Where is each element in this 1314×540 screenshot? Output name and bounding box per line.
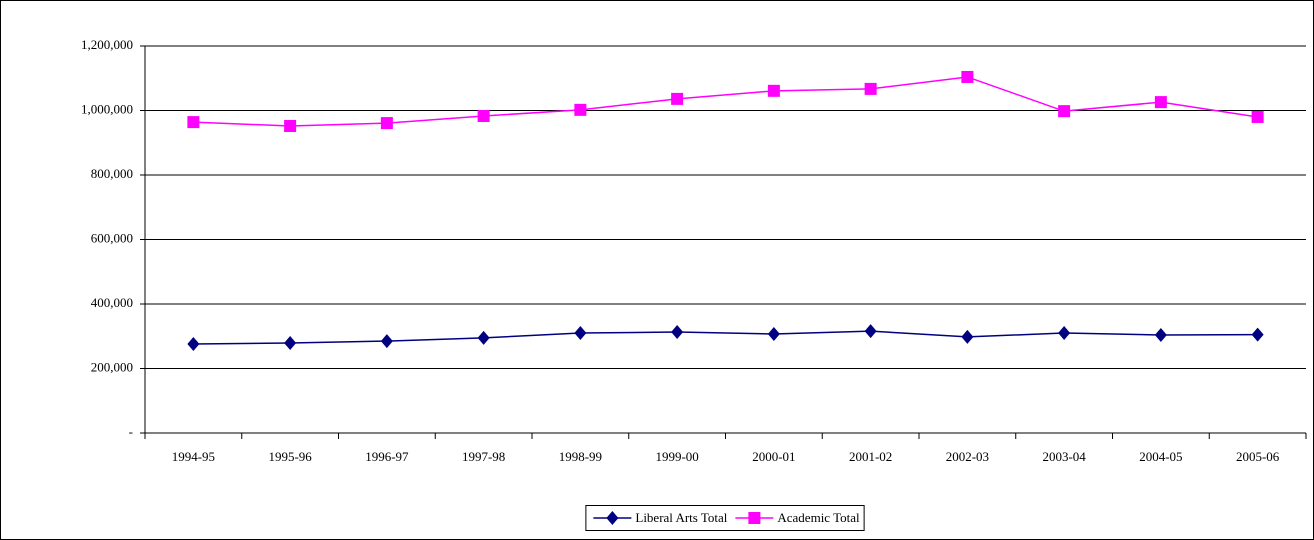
- x-tick-label: 2001-02: [849, 449, 892, 464]
- y-tick-label: 1,000,000: [81, 101, 133, 116]
- data-point: [1154, 327, 1167, 342]
- data-point: [864, 82, 877, 95]
- data-point: [767, 84, 780, 97]
- x-tick-label: 2005-06: [1236, 449, 1280, 464]
- data-point: [767, 326, 780, 341]
- y-tick-label: 800,000: [91, 166, 133, 181]
- y-tick-label: 200,000: [91, 359, 133, 374]
- y-tick-label: -: [129, 424, 133, 439]
- data-point: [1251, 110, 1264, 123]
- x-tick-label: 2002-03: [946, 449, 989, 464]
- legend-marker: [606, 511, 619, 525]
- data-point: [477, 330, 490, 345]
- series-line: [193, 76, 1258, 127]
- x-tick-label: 1995-96: [268, 449, 312, 464]
- data-point: [187, 336, 200, 351]
- series-line: [193, 330, 1258, 345]
- legend-label: Liberal Arts Total: [635, 510, 727, 525]
- data-point: [961, 329, 974, 344]
- x-tick-label: 1996-97: [365, 449, 409, 464]
- x-tick-label: 1999-00: [655, 449, 698, 464]
- x-tick-label: 1994-95: [172, 449, 215, 464]
- data-point: [477, 109, 490, 122]
- data-point: [284, 119, 297, 132]
- data-point: [1154, 96, 1167, 109]
- legend-box: [585, 505, 865, 531]
- x-tick-label: 2003-04: [1042, 449, 1086, 464]
- y-tick-label: 400,000: [91, 295, 133, 310]
- data-point: [380, 334, 393, 349]
- x-tick-label: 1997-98: [462, 449, 505, 464]
- y-tick-label: 600,000: [91, 230, 133, 245]
- data-point: [380, 117, 393, 130]
- x-tick-label: 2000-01: [752, 449, 795, 464]
- y-tick-label: 1,200,000: [81, 37, 133, 52]
- x-tick-label: 2004-05: [1139, 449, 1182, 464]
- data-point: [1058, 105, 1071, 118]
- legend-label: Academic Total: [777, 510, 860, 525]
- data-point: [1251, 327, 1264, 342]
- data-point: [671, 92, 684, 105]
- data-point: [961, 70, 974, 83]
- data-point: [1058, 326, 1071, 341]
- data-point: [671, 325, 684, 340]
- data-point: [284, 336, 297, 351]
- data-point: [574, 103, 587, 116]
- data-point: [864, 324, 877, 339]
- x-tick-label: 1998-99: [559, 449, 602, 464]
- data-point: [574, 326, 587, 341]
- legend-marker: [748, 512, 761, 524]
- data-point: [187, 116, 200, 129]
